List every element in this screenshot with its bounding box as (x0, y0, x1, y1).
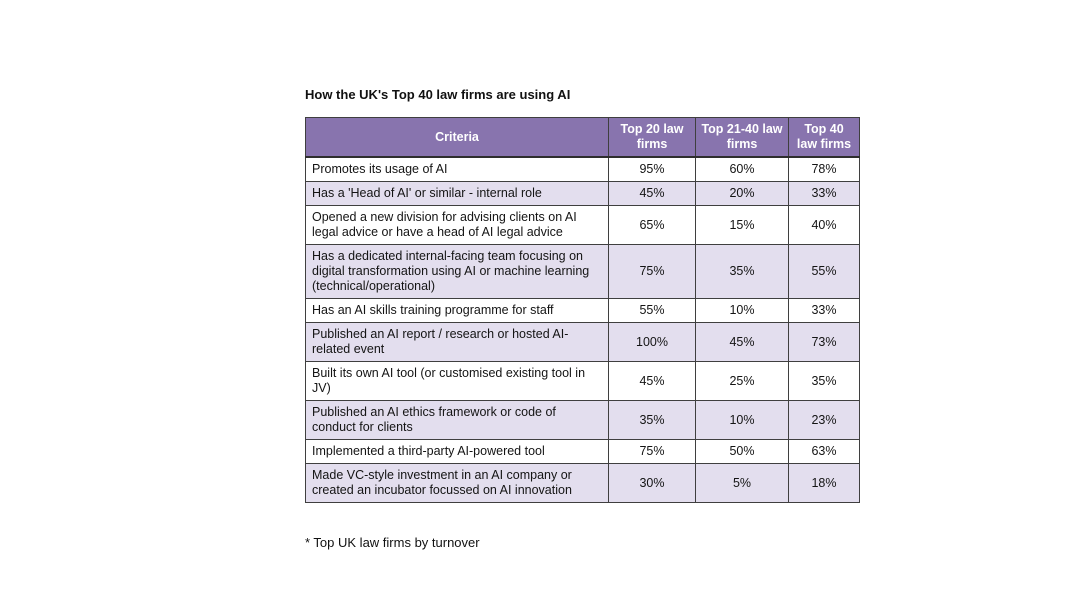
criteria-cell: Has an AI skills training programme for … (305, 298, 609, 323)
footnote: * Top UK law firms by turnover (305, 535, 480, 550)
top20-cell: 65% (608, 205, 696, 245)
criteria-cell: Has a dedicated internal-facing team foc… (305, 244, 609, 299)
table-row: Opened a new division for advising clien… (305, 205, 860, 245)
top20-cell: 100% (608, 322, 696, 362)
top40-cell: 23% (788, 400, 860, 440)
top40-cell: 78% (788, 156, 860, 182)
criteria-cell: Built its own AI tool (or customised exi… (305, 361, 609, 401)
table-figure: How the UK's Top 40 law firms are using … (305, 87, 865, 550)
ai-usage-table: Criteria Top 20 law firms Top 21-40 law … (305, 117, 860, 503)
column-header-top21-40: Top 21-40 law firms (695, 117, 789, 158)
top20-cell: 35% (608, 400, 696, 440)
top21-40-cell: 20% (695, 181, 789, 206)
table-row: Built its own AI tool (or customised exi… (305, 361, 860, 401)
table-row: Promotes its usage of AI 95% 60% 78% (305, 156, 860, 182)
criteria-cell: Published an AI ethics framework or code… (305, 400, 609, 440)
criteria-cell: Made VC-style investment in an AI compan… (305, 463, 609, 503)
table-row: Published an AI report / research or hos… (305, 322, 860, 362)
criteria-cell: Has a 'Head of AI' or similar - internal… (305, 181, 609, 206)
criteria-cell: Published an AI report / research or hos… (305, 322, 609, 362)
top20-cell: 45% (608, 361, 696, 401)
top20-cell: 75% (608, 244, 696, 299)
top21-40-cell: 10% (695, 400, 789, 440)
top20-cell: 45% (608, 181, 696, 206)
table-title: How the UK's Top 40 law firms are using … (305, 87, 571, 102)
top40-cell: 55% (788, 244, 860, 299)
top40-cell: 18% (788, 463, 860, 503)
criteria-cell: Opened a new division for advising clien… (305, 205, 609, 245)
table-row: Has an AI skills training programme for … (305, 298, 860, 323)
top40-cell: 33% (788, 298, 860, 323)
top20-cell: 95% (608, 156, 696, 182)
top40-cell: 40% (788, 205, 860, 245)
column-header-top40: Top 40 law firms (788, 117, 860, 158)
top21-40-cell: 50% (695, 439, 789, 464)
top40-cell: 35% (788, 361, 860, 401)
top21-40-cell: 25% (695, 361, 789, 401)
column-header-criteria: Criteria (305, 117, 609, 158)
top21-40-cell: 45% (695, 322, 789, 362)
criteria-cell: Promotes its usage of AI (305, 156, 609, 182)
table-row: Has a 'Head of AI' or similar - internal… (305, 181, 860, 206)
top21-40-cell: 15% (695, 205, 789, 245)
top40-cell: 63% (788, 439, 860, 464)
criteria-cell: Implemented a third-party AI-powered too… (305, 439, 609, 464)
table-row: Made VC-style investment in an AI compan… (305, 463, 860, 503)
top21-40-cell: 5% (695, 463, 789, 503)
top40-cell: 73% (788, 322, 860, 362)
top21-40-cell: 60% (695, 156, 789, 182)
table-row: Has a dedicated internal-facing team foc… (305, 244, 860, 299)
top21-40-cell: 35% (695, 244, 789, 299)
top20-cell: 55% (608, 298, 696, 323)
header-row: Criteria Top 20 law firms Top 21-40 law … (305, 117, 860, 158)
top20-cell: 75% (608, 439, 696, 464)
table-row: Implemented a third-party AI-powered too… (305, 439, 860, 464)
column-header-top20: Top 20 law firms (608, 117, 696, 158)
top20-cell: 30% (608, 463, 696, 503)
top40-cell: 33% (788, 181, 860, 206)
table-row: Published an AI ethics framework or code… (305, 400, 860, 440)
top21-40-cell: 10% (695, 298, 789, 323)
